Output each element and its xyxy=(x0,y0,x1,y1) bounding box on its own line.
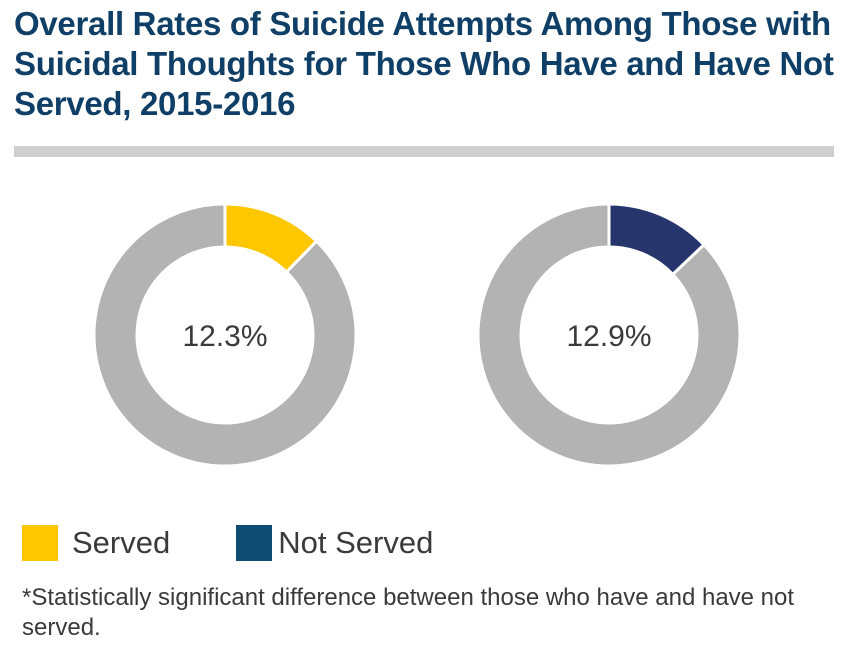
legend-swatch-not-served xyxy=(236,525,273,561)
legend-label-not-served: Not Served xyxy=(278,525,434,560)
footnote: *Statistically significant difference be… xyxy=(22,584,795,641)
title-divider xyxy=(14,146,834,157)
legend-item-not-served: Not Served xyxy=(236,525,433,561)
donut-charts-svg: 12.3% 12.9% xyxy=(92,202,742,468)
donut-segment-served xyxy=(223,202,319,275)
donut-value-label-not-served: 12.9% xyxy=(566,320,651,353)
donut-value-label-served: 12.3% xyxy=(182,320,267,353)
legend-item-served: Served xyxy=(22,525,170,561)
legend: Served Not Served xyxy=(22,524,499,562)
legend-label-served: Served xyxy=(72,525,171,560)
donut-segment-not-served xyxy=(607,202,707,277)
chart-title: Overall Rates of Suicide Attempts Among … xyxy=(14,5,834,122)
donut-remainder-not-served xyxy=(476,202,742,468)
legend-swatch-served xyxy=(22,525,58,561)
donut-charts: 12.3% 12.9% xyxy=(0,190,848,480)
